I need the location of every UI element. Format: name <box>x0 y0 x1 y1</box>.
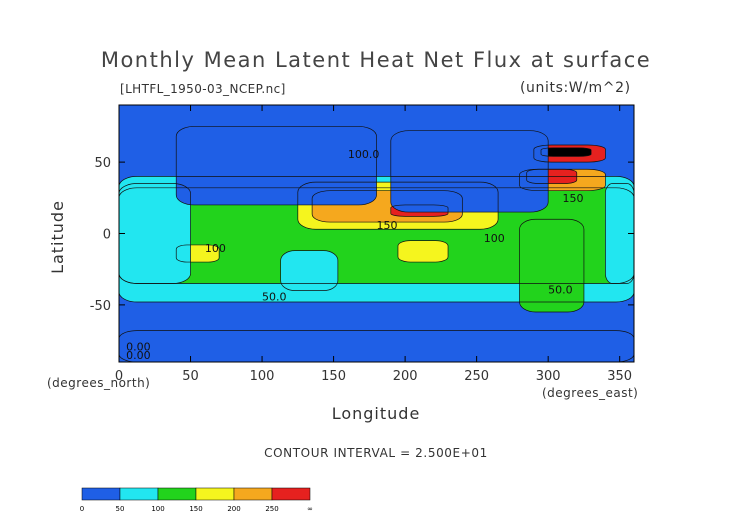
x-axis-label: Longitude <box>331 404 421 423</box>
x-ticks: 0 50 100 150 200 250 300 350 <box>115 105 632 384</box>
contour-label: 100.0 <box>348 148 380 161</box>
colorbar-tick-label: 50 <box>116 505 125 513</box>
contour-line <box>519 218 585 313</box>
colorbar: 0 50 100 150 200 250 ∞ <box>80 487 313 513</box>
y-ticks: -50 0 50 <box>90 156 634 314</box>
colorbar-tick-label: 250 <box>265 505 278 513</box>
landmass-africa <box>119 183 191 284</box>
landmass-south_america <box>519 219 584 313</box>
y-axis-unit: (degrees_north) <box>47 376 151 390</box>
x-tick-label: 150 <box>321 369 346 384</box>
colorbar-swatch <box>157 487 197 501</box>
contour-line <box>175 244 220 263</box>
y-tick-label: 50 <box>94 156 111 171</box>
x-axis-unit: (degrees_east) <box>542 386 639 400</box>
contour-label: 100 <box>484 232 505 245</box>
chart-title: Monthly Mean Latent Heat Net Flux at sur… <box>100 48 652 72</box>
flux-field <box>119 105 634 362</box>
contour-label: 100 <box>205 242 226 255</box>
contour-line <box>526 168 578 184</box>
contour-label: 50.0 <box>548 283 573 296</box>
x-tick-label: 100 <box>250 369 275 384</box>
units-label: (units:W/m^2) <box>520 80 631 96</box>
landmass-north_america <box>390 130 549 213</box>
x-tick-label: 0 <box>115 369 123 384</box>
contour-label: 50.0 <box>262 291 287 304</box>
colorbar-tick-label: 150 <box>189 505 202 513</box>
x-tick-label: 350 <box>607 369 632 384</box>
colorbar-swatch <box>119 487 159 501</box>
flux-region <box>541 147 592 157</box>
colorbar-tick-label: 0 <box>80 505 84 513</box>
dataset-filename: [LHTFL_1950-03_NCEP.nc] <box>120 82 286 96</box>
colorbar-tick-label: 100 <box>151 505 164 513</box>
landmass-asia <box>176 126 377 205</box>
landmass-africa <box>605 183 634 284</box>
flux-region <box>397 240 449 263</box>
colorbar-tick-label: 200 <box>227 505 240 513</box>
contour-line <box>397 240 449 263</box>
colorbar-swatch <box>81 487 121 501</box>
x-tick-label: 200 <box>393 369 418 384</box>
contour-line <box>390 130 549 213</box>
x-tick-label: 300 <box>536 369 561 384</box>
colorbar-swatch <box>271 487 311 501</box>
contour-interval: CONTOUR INTERVAL = 2.500E+01 <box>264 446 488 460</box>
contour-line <box>605 183 634 284</box>
contour-label: 150 <box>377 219 398 232</box>
contour-line <box>280 250 339 291</box>
landmass-antarctica <box>119 330 634 362</box>
contour-line <box>390 204 449 217</box>
landmass-australia <box>280 250 338 291</box>
contour-line <box>175 126 377 206</box>
y-tick-label: -50 <box>90 299 111 314</box>
x-tick-label: 250 <box>464 369 489 384</box>
contour-labels: 100.0 150 100 100 150 50.0 50.0 0.000.00 <box>126 148 583 362</box>
contour-line <box>311 190 463 223</box>
colorbar-swatch <box>233 487 273 501</box>
contour-label: 150 <box>562 192 583 205</box>
contour-line <box>540 147 592 157</box>
contour-lines <box>119 126 634 362</box>
contour-label: 0.00 <box>126 349 150 362</box>
x-tick-label: 50 <box>182 369 199 384</box>
colorbar-swatch <box>195 487 235 501</box>
contour-line <box>533 144 606 163</box>
colorbar-tick-label: ∞ <box>307 505 313 513</box>
contour-line <box>119 330 634 362</box>
contour-label: 0.00 <box>126 341 150 354</box>
contour-line <box>297 181 499 230</box>
contour-line <box>119 183 191 284</box>
y-tick-label: 0 <box>103 228 111 243</box>
